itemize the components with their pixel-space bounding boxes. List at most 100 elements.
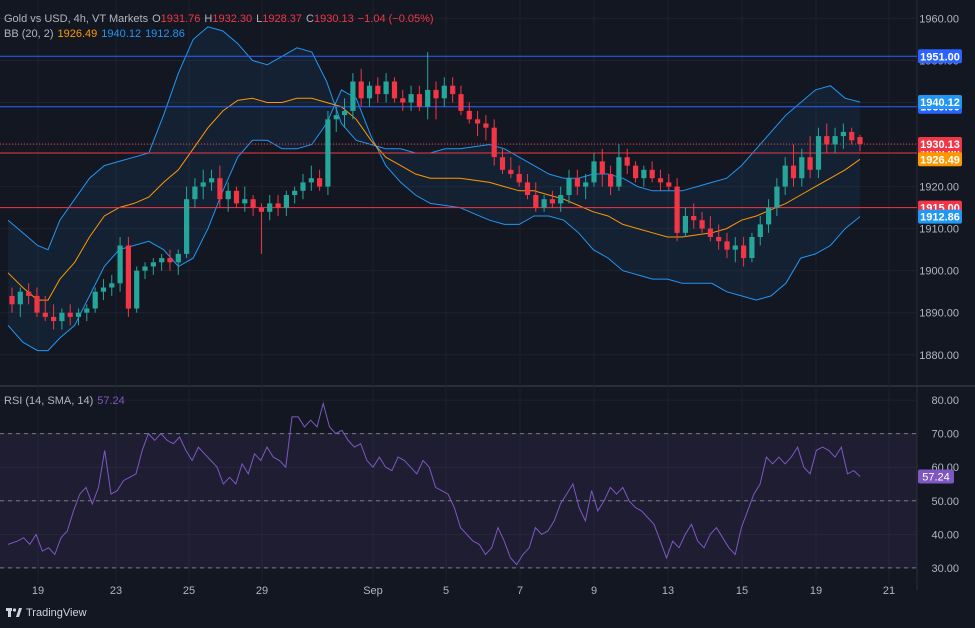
candle[interactable]: [200, 169, 206, 200]
candle[interactable]: [26, 283, 32, 305]
candle[interactable]: [358, 68, 364, 107]
candle[interactable]: [541, 195, 547, 212]
candle[interactable]: [691, 203, 697, 229]
candle[interactable]: [425, 52, 431, 120]
bollinger-lower-line[interactable]: [7, 89, 861, 352]
candle[interactable]: [34, 287, 40, 317]
candle[interactable]: [117, 237, 123, 292]
candle[interactable]: [799, 148, 805, 187]
candle[interactable]: [375, 77, 381, 103]
candle[interactable]: [325, 110, 331, 195]
candle[interactable]: [150, 258, 156, 275]
candle[interactable]: [92, 287, 98, 313]
candle[interactable]: [682, 207, 688, 238]
rsi-badge[interactable]: 57.24: [918, 469, 954, 484]
candle[interactable]: [583, 173, 589, 200]
price-axis[interactable]: 1880.00 1890.00 1900.00 1910.00 1920.00 1930.…: [918, 13, 962, 575]
candle[interactable]: [832, 127, 838, 153]
candle[interactable]: [391, 77, 398, 103]
candle[interactable]: [42, 295, 48, 322]
candle[interactable]: [275, 195, 281, 217]
candle[interactable]: [308, 165, 314, 191]
price-badge[interactable]: 1930.13: [918, 136, 962, 151]
bollinger-basis-line[interactable]: [7, 97, 861, 301]
candle[interactable]: [524, 173, 531, 200]
candle[interactable]: [383, 73, 389, 103]
candle[interactable]: [258, 203, 264, 254]
candle[interactable]: [84, 304, 90, 322]
candle[interactable]: [433, 81, 439, 120]
candle[interactable]: [591, 152, 597, 187]
price-badge[interactable]: 1951.00: [918, 49, 962, 64]
candle[interactable]: [766, 199, 772, 233]
candle[interactable]: [292, 186, 298, 204]
candle[interactable]: [9, 287, 15, 313]
candle[interactable]: [466, 102, 472, 124]
candle[interactable]: [192, 178, 198, 208]
candle[interactable]: [350, 73, 356, 120]
candle[interactable]: [475, 110, 481, 137]
price-badge[interactable]: 1940.12: [918, 94, 962, 109]
candle[interactable]: [51, 304, 57, 330]
candle[interactable]: [408, 85, 414, 111]
candle[interactable]: [209, 169, 215, 191]
candle[interactable]: [774, 178, 780, 217]
candle[interactable]: [100, 279, 107, 301]
candle[interactable]: [142, 262, 148, 280]
candle[interactable]: [416, 85, 422, 111]
time-axis[interactable]: 19 23 25 29 Sep 5 7 9 13 15 19 21: [32, 585, 895, 597]
candle[interactable]: [558, 186, 564, 212]
candle[interactable]: [616, 144, 622, 191]
candle[interactable]: [167, 249, 173, 271]
candle[interactable]: [300, 173, 306, 200]
candle[interactable]: [849, 127, 855, 145]
candle[interactable]: [815, 127, 822, 179]
candle[interactable]: [757, 216, 763, 246]
candle[interactable]: [824, 123, 830, 153]
candle[interactable]: [599, 148, 605, 187]
candle[interactable]: [483, 115, 489, 141]
candle[interactable]: [807, 136, 813, 179]
candle[interactable]: [400, 89, 406, 111]
candle[interactable]: [549, 190, 555, 208]
candle[interactable]: [666, 173, 672, 191]
candle[interactable]: [790, 144, 797, 187]
candle[interactable]: [732, 237, 738, 263]
candle[interactable]: [741, 237, 747, 267]
candle[interactable]: [657, 169, 664, 191]
price-badge[interactable]: 1912.86: [918, 209, 962, 224]
candle[interactable]: [217, 165, 223, 208]
candle[interactable]: [707, 216, 713, 242]
candle[interactable]: [566, 169, 572, 204]
candle[interactable]: [516, 165, 522, 187]
rsi-line[interactable]: [7, 401, 861, 566]
candle[interactable]: [225, 182, 231, 212]
candle[interactable]: [250, 195, 256, 217]
candle[interactable]: [749, 232, 755, 263]
candle[interactable]: [342, 98, 348, 128]
price-pane[interactable]: [0, 26, 917, 352]
candle[interactable]: [67, 304, 73, 326]
candle[interactable]: [674, 178, 680, 242]
candle[interactable]: [624, 148, 630, 174]
candle[interactable]: [533, 182, 539, 212]
candle[interactable]: [366, 81, 373, 107]
candle[interactable]: [633, 161, 639, 183]
candle[interactable]: [267, 195, 273, 221]
candle[interactable]: [782, 157, 788, 195]
candle[interactable]: [317, 169, 323, 191]
candle[interactable]: [109, 274, 115, 296]
candle[interactable]: [458, 85, 464, 116]
candle[interactable]: [75, 308, 82, 326]
candle[interactable]: [283, 190, 289, 217]
candle[interactable]: [649, 161, 655, 183]
candle[interactable]: [233, 186, 240, 208]
candle[interactable]: [159, 253, 165, 271]
candle[interactable]: [242, 186, 248, 212]
candle[interactable]: [134, 266, 140, 313]
candle[interactable]: [17, 287, 23, 317]
candle[interactable]: [59, 308, 65, 330]
candle[interactable]: [840, 123, 846, 149]
candle[interactable]: [175, 249, 181, 275]
